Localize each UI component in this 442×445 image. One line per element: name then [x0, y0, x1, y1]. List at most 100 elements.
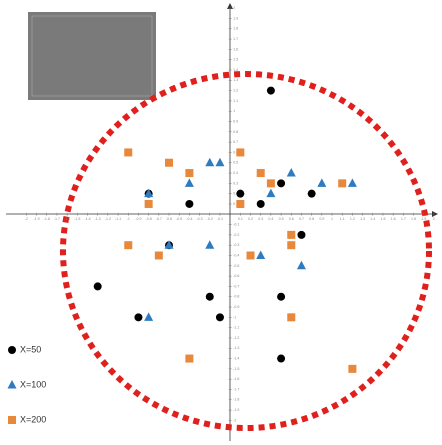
x-tick-label: 1.2: [350, 217, 355, 221]
y-tick-label: 1.9: [233, 16, 238, 20]
point: [206, 293, 214, 301]
legend-label: X=100: [20, 379, 46, 389]
point: [257, 169, 265, 177]
highlight-circle: [63, 74, 429, 428]
point: [185, 178, 194, 187]
point: [185, 169, 193, 177]
x-tick-label: -0.4: [186, 217, 192, 221]
point: [144, 312, 153, 321]
y-tick-label: 1.2: [233, 89, 238, 93]
x-tick-label: -1.5: [74, 217, 80, 221]
point: [257, 200, 265, 208]
legend-label: X=50: [20, 344, 41, 354]
y-tick-label: 1.6: [233, 47, 238, 51]
y-tick-label: 0.7: [233, 140, 238, 144]
point: [297, 231, 305, 239]
x-arrow: [432, 211, 438, 217]
y-tick-label: -1: [233, 315, 236, 319]
point: [297, 261, 306, 270]
x-tick-label: 0.9: [319, 217, 324, 221]
point: [216, 313, 224, 321]
point: [124, 241, 132, 249]
point: [267, 87, 275, 95]
point: [155, 251, 163, 259]
y-tick-label: 1.4: [233, 68, 238, 72]
x-tick-label: 0.7: [299, 217, 304, 221]
x-tick-label: 0.6: [289, 217, 294, 221]
point: [94, 282, 102, 290]
y-tick-label: -1.3: [233, 346, 239, 350]
x-tick-label: 1.3: [360, 217, 365, 221]
point: [348, 178, 357, 187]
y-tick-label: -0.6: [233, 274, 239, 278]
x-tick-label: -0.1: [217, 217, 223, 221]
x-tick-label: -1.9: [33, 217, 39, 221]
y-tick-label: 1: [233, 109, 235, 113]
point: [205, 240, 214, 249]
x-tick-label: 1.1: [340, 217, 345, 221]
point: [165, 159, 173, 167]
x-tick-label: -2: [25, 217, 28, 221]
point: [124, 148, 132, 156]
y-tick-label: -0.2: [233, 233, 239, 237]
point: [205, 158, 214, 167]
point: [236, 190, 244, 198]
x-tick-label: -0.6: [166, 217, 172, 221]
point: [134, 313, 142, 321]
y-tick-label: 0.8: [233, 130, 238, 134]
point: [287, 168, 296, 177]
point: [287, 241, 295, 249]
legend-marker: [8, 416, 16, 424]
chart: -2-1.9-1.8-1.7-1.6-1.5-1.4-1.3-1.2-1.1-1…: [0, 0, 442, 445]
y-tick-label: 2: [233, 6, 235, 10]
point: [287, 231, 295, 239]
x-tick-label: 1.9: [421, 217, 426, 221]
x-tick-label: -1: [127, 217, 130, 221]
point: [348, 365, 356, 373]
x-tick-label: 0.4: [268, 217, 273, 221]
y-tick-label: 0.5: [233, 161, 238, 165]
y-tick-label: 0.4: [233, 171, 238, 175]
x-tick-label: -1.1: [115, 217, 121, 221]
y-tick-label: -1.8: [233, 398, 239, 402]
x-tick-label: 0.3: [258, 217, 263, 221]
legend-marker: [8, 380, 17, 389]
point: [145, 200, 153, 208]
point: [277, 293, 285, 301]
point: [308, 190, 316, 198]
x-tick-label: 0.8: [309, 217, 314, 221]
point: [185, 355, 193, 363]
legend-label: X=200: [20, 414, 46, 424]
y-tick-label: 0.3: [233, 181, 238, 185]
x-tick-label: 0.1: [238, 217, 243, 221]
point: [267, 179, 275, 187]
x-tick-label: -0.9: [135, 217, 141, 221]
y-tick-label: 1.3: [233, 78, 238, 82]
point: [317, 178, 326, 187]
y-tick-label: -0.4: [233, 253, 239, 257]
x-tick-label: -1.2: [105, 217, 111, 221]
point: [236, 148, 244, 156]
legend-marker: [8, 346, 16, 354]
x-tick-label: -0.5: [176, 217, 182, 221]
x-tick-label: -0.2: [207, 217, 213, 221]
point: [277, 355, 285, 363]
x-tick-label: 0.5: [279, 217, 284, 221]
y-tick-label: -1.9: [233, 408, 239, 412]
x-tick-label: -1.8: [44, 217, 50, 221]
point: [247, 251, 255, 259]
y-tick-label: 1.5: [233, 58, 238, 62]
y-tick-label: -1.5: [233, 367, 239, 371]
x-tick-label: 1.7: [401, 217, 406, 221]
point: [277, 179, 285, 187]
point: [256, 250, 265, 259]
y-tick-label: -1.7: [233, 387, 239, 391]
x-tick-label: -1.3: [95, 217, 101, 221]
y-tick-label: -1.2: [233, 336, 239, 340]
x-tick-label: 1: [331, 217, 333, 221]
x-tick-label: 1.5: [380, 217, 385, 221]
x-tick-label: -0.3: [196, 217, 202, 221]
x-tick-label: 0.2: [248, 217, 253, 221]
y-tick-label: -0.1: [233, 223, 239, 227]
x-tick-label: -1.4: [84, 217, 90, 221]
